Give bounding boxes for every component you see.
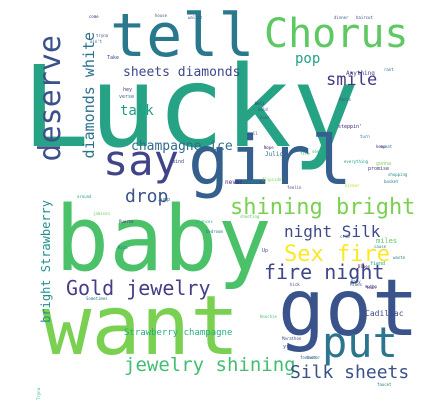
word-paris: Paris [339,97,352,102]
word-girl: girl [188,122,352,201]
word-nope: Nope [264,145,274,150]
word-rico: Rico [118,245,128,250]
word-sex-fire: Sex fire [284,242,390,267]
word-cause: cause [374,244,387,249]
word-feelin: feelin [287,185,302,190]
word-fire-night: fire night [264,260,385,284]
word-smile: smile [326,70,378,90]
word-waste: waste [393,255,406,260]
word-night-silk: night Silk [284,222,381,241]
word-baby-small: Baby [351,279,361,284]
word-promise: promise [368,166,390,172]
word-chorus: Chorus [264,11,409,57]
word-bank: bank [260,115,270,120]
word-deserve: deserve [33,35,68,162]
word-say: say [103,136,179,185]
word-gold-jewelry: Gold jewelry [66,276,211,300]
word-faucet: faucet [377,382,392,387]
word-tryna-cap: Tryna [36,388,41,401]
word-marathon: Marathon [282,336,302,341]
word-mind: mind [172,159,185,165]
word-cadillac: Cadillac [365,309,404,318]
word-steppin: steppin' [338,124,363,130]
word-come: come [89,14,99,19]
word-lucky: Lucky [22,43,360,173]
word-house: house [155,13,168,18]
word-haircut: haircut [356,15,373,20]
word-wallet: wallet [188,15,203,20]
word-want: want [42,279,240,374]
word-pop: pop [295,51,321,67]
word-around: around [77,194,92,199]
word-shopping: shopping [388,172,408,177]
word-fiend: fiend [370,261,386,267]
word-sheets-diamonds: sheets diamonds [123,65,241,80]
word-hick: hick [290,282,300,287]
word-everything: everything [344,159,369,164]
word-shooting: shooting [240,214,260,219]
word-bright-strawberry: bright Strawberry [39,200,53,323]
word-turn: turn [360,134,370,139]
word-jump: Jump [158,197,171,203]
word-hey: hey [123,87,133,93]
word-julio: Julio [265,151,284,158]
word-bald: bald [258,107,268,112]
word-drop: drop [125,186,169,207]
word-mutha: mutha [365,284,378,289]
word-hoochie: Hoochie [260,314,277,319]
word-mimes: Mimes [350,282,363,287]
word-jewelry-shining: jewelry shining [124,354,296,376]
word-shining-bright: shining bright [230,195,416,220]
word-forever: forever [300,355,317,360]
word-well: Well [255,101,265,106]
word-got: got [278,264,419,354]
word-doctor: doctor [306,355,321,360]
word-sweat: sweat [380,144,393,149]
word-keep: keep [376,144,386,149]
word-champagne-ice: champagne ice [131,139,233,154]
word-silk-sheets: Silk sheets [290,362,410,383]
word-chances: chances [196,219,213,224]
word-sometimes: Sometimes [86,296,108,301]
word-sexy: sexy [312,149,322,154]
word-basket: basket [384,179,399,184]
word-strawberry-champagne: Strawberry champagne [124,328,233,338]
word-tall: tall [248,131,258,136]
word-tryna: tryna [96,33,109,38]
word-dinner: dinner [334,15,349,20]
word-miles: miles [376,237,398,245]
word-yra: yra [283,344,293,350]
word-tell: tell [110,1,255,71]
word-drinkin: drinkin [242,179,259,184]
word-flipside: flipside [262,177,282,182]
word-bedroom: bedroom [206,229,223,234]
word-jamison: jamison [93,211,110,216]
word-take: Take [107,55,120,61]
word-fire: fire [300,151,310,156]
word-yeah: Yeah [366,285,376,290]
word-gonna: gonna [376,161,392,167]
word-put: put [322,318,398,367]
word-talk: talk [120,103,154,119]
word-anything: Anything [346,70,375,77]
word-kicker: kicker [345,183,360,188]
word-up: Up [262,248,269,254]
word-baby: baby [55,187,272,292]
word-rant: rant [384,67,394,72]
word-blues: Blues [358,264,371,269]
word-diamonds-white: diamonds white [80,32,98,159]
word-never: never [225,179,244,186]
word-verse: verse [119,94,135,100]
word-crib: crib [340,234,350,239]
word-aint: ain't [90,39,103,44]
word-puerto: Puerto [119,219,134,224]
